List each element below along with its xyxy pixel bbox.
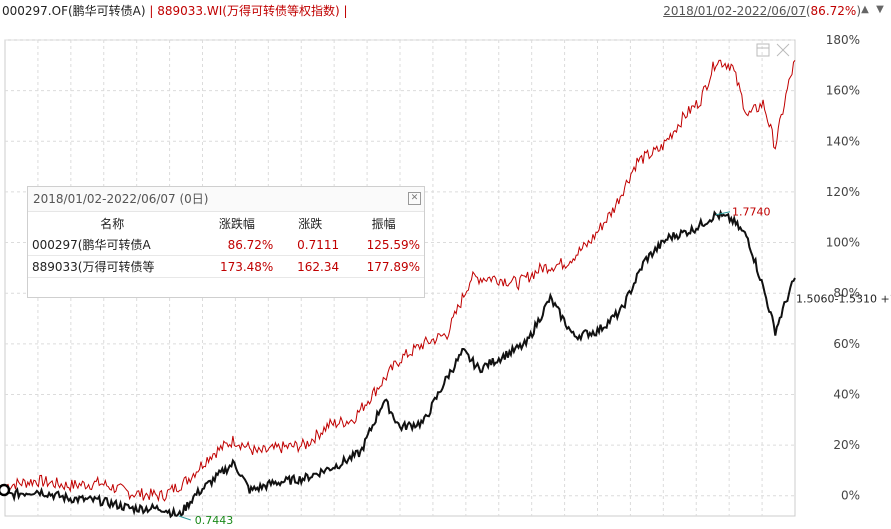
close-icon[interactable] [776,43,790,57]
annotation-marks: 1.7740 0.7443 1.5060-1.5310 +1 [178,206,891,527]
series-line [4,59,796,503]
table-row[interactable]: 889033(万得可转债等 173.48% 162.34 177.89% [28,255,424,278]
y-tick-label: 0% [841,489,860,503]
vertical-gridlines [37,40,763,516]
col-pct: 涨跌幅 [218,216,255,231]
row-amp: 125.59% [343,234,424,256]
row-name: 889033(万得可转债等 [28,255,197,278]
range-summary: 2018/01/02-2022/06/07(86.72%) [663,4,861,18]
range-return: 86.72% [810,4,857,18]
y-tick-label: 120% [826,185,860,199]
maximize-icon[interactable] [756,43,770,57]
row-pct: 86.72% [196,234,278,256]
col-chg: 涨跌 [298,216,323,231]
max-pointer [715,211,731,216]
row-pct: 173.48% [196,255,278,278]
row-amp: 177.89% [343,255,424,278]
date-range[interactable]: 2018/01/02-2022/06/07 [663,4,806,18]
y-tick-label: 160% [826,84,860,98]
y-tick-label: 40% [833,387,860,401]
scroll-down-icon[interactable]: ▼ [876,4,884,15]
row-chg: 162.34 [277,255,344,278]
min-pointer [178,515,191,521]
row-name: 000297(鹏华可转债A [28,234,197,256]
table-row[interactable]: 000297(鹏华可转债A 86.72% 0.7111 125.59% [28,234,424,256]
popup-title: 2018/01/02-2022/06/07 (0日) [28,187,424,212]
y-tick-label: 100% [826,236,860,250]
interval-stats-popup: 2018/01/02-2022/06/07 (0日) ✕ 名称 涨跌幅 涨跌 振… [27,186,425,298]
index-legend[interactable]: 889033.WI(万得可转债等权指数) [157,4,340,18]
y-tick-label: 140% [826,134,860,148]
series-lines [4,59,796,519]
min-label: 0.7443 [195,514,234,527]
y-tick-label: 60% [833,337,860,351]
y-axis-labels: 0% 20% 40% 60% 80% 100% 120% 140% 160% 180% [826,33,860,503]
separator: | [343,4,348,18]
col-name: 名称 [100,216,125,231]
stats-table: 名称 涨跌幅 涨跌 振幅 000297(鹏华可转债A 86.72% 0.7111… [28,212,424,278]
fund-legend[interactable]: 000297.OF(鹏华可转债A) [2,4,146,18]
max-label: 1.7740 [732,206,771,219]
scroll-up-icon[interactable]: ▲ [861,4,869,15]
y-tick-label: 180% [826,33,860,47]
y-tick-label: 20% [833,438,860,452]
separator: | [149,4,154,18]
series-line [4,209,796,519]
col-amp: 振幅 [371,216,396,231]
y-tick-label: 80% [833,286,860,300]
start-marker [0,483,11,497]
last-value-label: 1.5060-1.5310 +1 [796,292,891,305]
row-chg: 0.7111 [277,234,344,256]
title-bar: 000297.OF(鹏华可转债A) | 889033.WI(万得可转债等权指数)… [0,0,891,22]
close-box-icon[interactable]: ✕ [408,192,421,205]
